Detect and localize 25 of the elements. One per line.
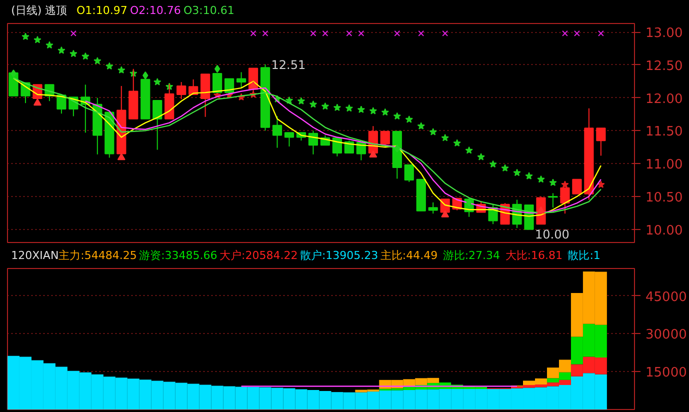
- y-tick-label: 12.00: [646, 92, 683, 107]
- text: O1:10.97: [76, 4, 128, 17]
- y-tick-label: 11.00: [646, 158, 683, 173]
- text: 散户:13905.23: [300, 249, 378, 262]
- text: 主力:54484.25: [58, 249, 137, 262]
- legend-title: 120XIAN: [11, 249, 59, 262]
- annotation: 10.00: [534, 227, 570, 242]
- text: 散比:1: [568, 249, 600, 262]
- text: O3:10.61: [183, 4, 234, 17]
- text: 大比:16.81: [505, 249, 562, 262]
- y-tick-label: 11.50: [646, 124, 683, 140]
- text: 主比:44.49: [380, 249, 438, 262]
- y-tick-label: 15000: [646, 366, 687, 381]
- text: 大户:20584.22: [220, 249, 298, 262]
- y-tick-label: 13.00: [646, 26, 683, 42]
- text: O2:10.76: [130, 4, 181, 17]
- y-tick-label: 45000: [646, 290, 687, 305]
- text: 游资:33485.66: [139, 249, 218, 262]
- y-tick-label: 12.50: [646, 58, 683, 74]
- y-tick-label: 30000: [646, 328, 687, 343]
- annotation: 12.51: [271, 58, 306, 72]
- y-tick-label: 10.50: [646, 190, 683, 206]
- text: 游比:27.34: [442, 249, 500, 262]
- y-tick-label: 10.00: [646, 223, 683, 238]
- chart-title: (日线) 逃顶: [11, 4, 68, 17]
